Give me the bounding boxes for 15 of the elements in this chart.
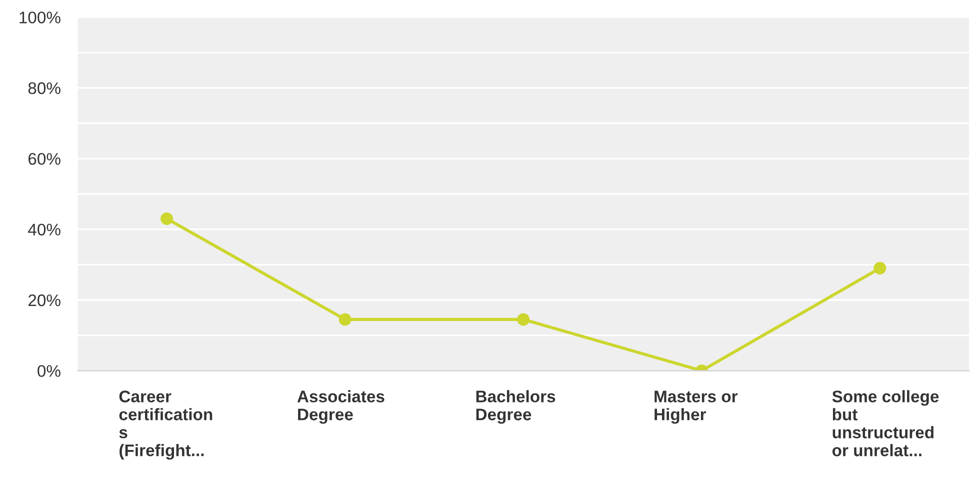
point bbox=[160, 212, 174, 225]
point bbox=[517, 313, 530, 326]
y-tick-label: 80% bbox=[28, 82, 60, 94]
x-tick-label: Bachelors Degree bbox=[476, 390, 556, 424]
y-tick-label: 20% bbox=[28, 294, 60, 306]
x-tick-label: Masters or Higher bbox=[654, 390, 738, 424]
point bbox=[338, 313, 352, 326]
x-tick-label: Associates Degree bbox=[297, 390, 384, 424]
y-tick-label: 0% bbox=[38, 365, 60, 377]
y-tick-label: 40% bbox=[28, 224, 60, 236]
x-tick-label: Career certification s (Firefight... bbox=[119, 390, 212, 460]
point bbox=[874, 262, 886, 274]
y-tick-label: 100% bbox=[20, 12, 60, 24]
y-tick-label: 60% bbox=[28, 152, 60, 165]
x-tick-label: Some college but unstructured or unrelat... bbox=[832, 390, 939, 456]
